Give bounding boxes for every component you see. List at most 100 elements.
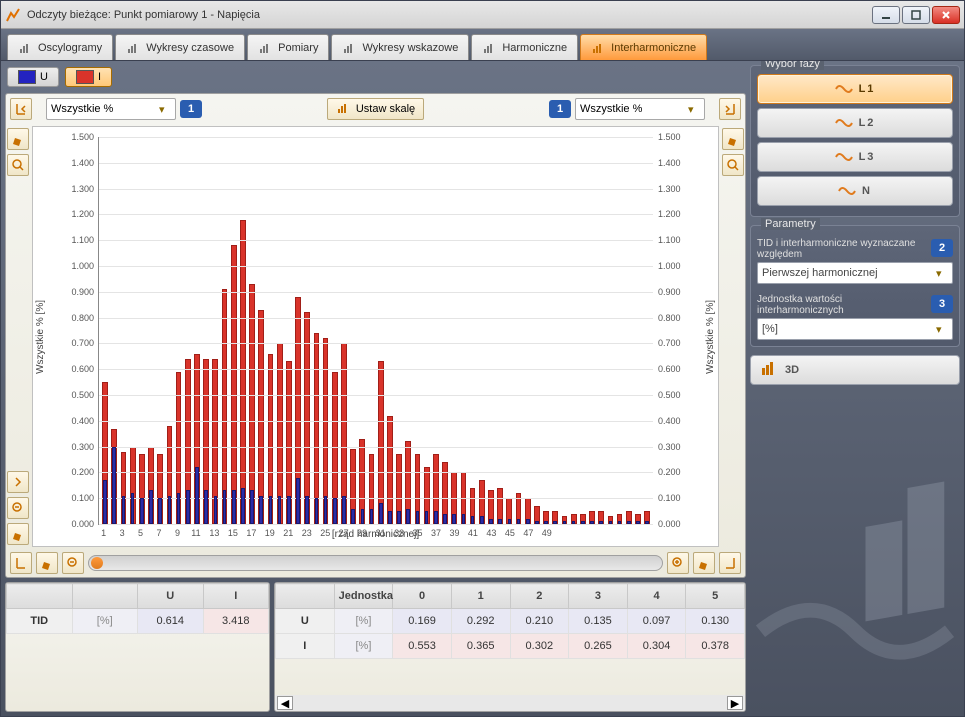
bar-slot bbox=[184, 137, 192, 524]
zoom-left-button[interactable] bbox=[7, 154, 29, 176]
tab-harmoniczne[interactable]: Harmoniczne bbox=[471, 34, 578, 60]
bottom-edit-button[interactable] bbox=[36, 552, 58, 574]
bar-slot bbox=[248, 137, 256, 524]
tab-label: Pomiary bbox=[278, 42, 318, 54]
sine-icon bbox=[835, 83, 853, 95]
tab-interharmoniczne[interactable]: Interharmoniczne bbox=[580, 34, 707, 60]
xtick: 27 bbox=[339, 528, 349, 538]
tab-oscylogramy[interactable]: Oscylogramy bbox=[7, 34, 113, 60]
cell: 0.169 bbox=[393, 609, 452, 634]
bar-u bbox=[241, 488, 245, 524]
edit-right-button[interactable] bbox=[722, 128, 744, 150]
bottom-edit2-button[interactable] bbox=[693, 552, 715, 574]
xtick: 25 bbox=[320, 528, 330, 538]
bar-u bbox=[572, 521, 576, 524]
toggle-right-axis-button[interactable] bbox=[719, 98, 741, 120]
close-button[interactable] bbox=[932, 6, 960, 24]
bar-i bbox=[249, 284, 255, 524]
ytick-left: 0.600 bbox=[54, 364, 94, 374]
bar-slot bbox=[469, 137, 477, 524]
bar-slot bbox=[285, 137, 293, 524]
series-toggle-i[interactable]: I bbox=[65, 67, 112, 87]
chart-grid: 0.0000.0000.1000.1000.2000.2000.3000.300… bbox=[98, 137, 653, 525]
th: 5 bbox=[686, 584, 745, 609]
3d-button[interactable]: 3D bbox=[750, 355, 960, 385]
param2-select[interactable]: [%] ▾ bbox=[757, 318, 953, 340]
maximize-button[interactable] bbox=[902, 6, 930, 24]
tab-icon bbox=[482, 41, 496, 55]
scroll-right-button[interactable]: ▶ bbox=[727, 696, 743, 710]
ytick-left: 1.400 bbox=[54, 158, 94, 168]
chevron-down-icon: ▾ bbox=[936, 323, 948, 336]
bar-slot bbox=[560, 137, 568, 524]
ytick-left: 0.000 bbox=[54, 519, 94, 529]
bar-slot bbox=[276, 137, 284, 524]
bottom-toggle2-button[interactable] bbox=[719, 552, 741, 574]
bottom-toggle-button[interactable] bbox=[10, 552, 32, 574]
minimize-button[interactable] bbox=[872, 6, 900, 24]
xtick: 49 bbox=[542, 528, 552, 538]
bar-u bbox=[627, 521, 631, 524]
scroll-left-button[interactable]: ◀ bbox=[277, 696, 293, 710]
bar-slot bbox=[459, 137, 467, 524]
bar-slot bbox=[294, 137, 302, 524]
tab-pomiary[interactable]: Pomiary bbox=[247, 34, 329, 60]
cell: 0.378 bbox=[686, 634, 745, 659]
zoom-right-button[interactable] bbox=[722, 154, 744, 176]
parameters-groupbox: Parametry TID i interharmoniczne wyznacz… bbox=[750, 225, 960, 347]
bar-slot bbox=[551, 137, 559, 524]
bar-i bbox=[378, 361, 384, 524]
collapse-left-button[interactable] bbox=[7, 471, 29, 493]
tab-icon bbox=[591, 41, 605, 55]
phase-button-n[interactable]: N bbox=[757, 176, 953, 206]
phase-label: L1 bbox=[859, 83, 876, 95]
bar-slot bbox=[303, 137, 311, 524]
bar-slot bbox=[156, 137, 164, 524]
bar-slot bbox=[239, 137, 247, 524]
xtick: 37 bbox=[431, 528, 441, 538]
edit-left-button[interactable] bbox=[7, 128, 29, 150]
xtick: 41 bbox=[468, 528, 478, 538]
phase-button-l2[interactable]: L2 bbox=[757, 108, 953, 138]
bar-u bbox=[462, 514, 466, 524]
tabbar: OscylogramyWykresy czasowe Pomiary Wykresy… bbox=[1, 29, 964, 61]
help-balloon-1b[interactable]: 1 bbox=[549, 100, 571, 118]
bar-u bbox=[590, 521, 594, 524]
th-u: U bbox=[138, 584, 204, 609]
help-balloon-1[interactable]: 1 bbox=[180, 100, 202, 118]
bar-i bbox=[314, 333, 320, 524]
reset-left-button[interactable] bbox=[7, 523, 29, 545]
bottom-zoom-out-button[interactable] bbox=[62, 552, 84, 574]
bar-u bbox=[250, 490, 254, 524]
zoom-out-left-button[interactable] bbox=[7, 497, 29, 519]
bar-slot bbox=[110, 137, 118, 524]
param1-help-balloon[interactable]: 2 bbox=[931, 239, 953, 257]
toggle-left-axis-button[interactable] bbox=[10, 98, 32, 120]
table-hscroll: ◀ ▶ bbox=[275, 695, 745, 711]
left-axis-select[interactable]: Wszystkie % ▾ bbox=[46, 98, 176, 120]
chart-hscroll[interactable] bbox=[88, 555, 663, 571]
param1-select[interactable]: Pierwszej harmonicznej ▾ bbox=[757, 262, 953, 284]
bar-u bbox=[287, 496, 291, 524]
tab-label: Wykresy wskazowe bbox=[362, 42, 458, 54]
ytick-left: 0.700 bbox=[54, 338, 94, 348]
tid-label: TID bbox=[7, 609, 73, 634]
param2-help-balloon[interactable]: 3 bbox=[931, 295, 953, 313]
bar-slot bbox=[138, 137, 146, 524]
phase-button-l1[interactable]: L1 bbox=[757, 74, 953, 104]
right-axis-select[interactable]: Wszystkie % ▾ bbox=[575, 98, 705, 120]
ytick-right: 0.100 bbox=[658, 493, 698, 503]
set-scale-button[interactable]: Ustaw skalę bbox=[327, 98, 424, 120]
bottom-zoom-in-button[interactable] bbox=[667, 552, 689, 574]
tab-wykresy-wskazowe[interactable]: Wykresy wskazowe bbox=[331, 34, 469, 60]
series-toggle-u[interactable]: U bbox=[7, 67, 59, 87]
ytick-right: 0.900 bbox=[658, 287, 698, 297]
ytick-right: 0.700 bbox=[658, 338, 698, 348]
tab-wykresy-czasowe[interactable]: Wykresy czasowe bbox=[115, 34, 245, 60]
bar-slot bbox=[413, 137, 421, 524]
cell: 0.210 bbox=[510, 609, 569, 634]
phase-button-l3[interactable]: L3 bbox=[757, 142, 953, 172]
bar-u bbox=[452, 514, 456, 524]
scroll-thumb[interactable] bbox=[91, 557, 103, 569]
row-unit: [%] bbox=[334, 634, 393, 659]
